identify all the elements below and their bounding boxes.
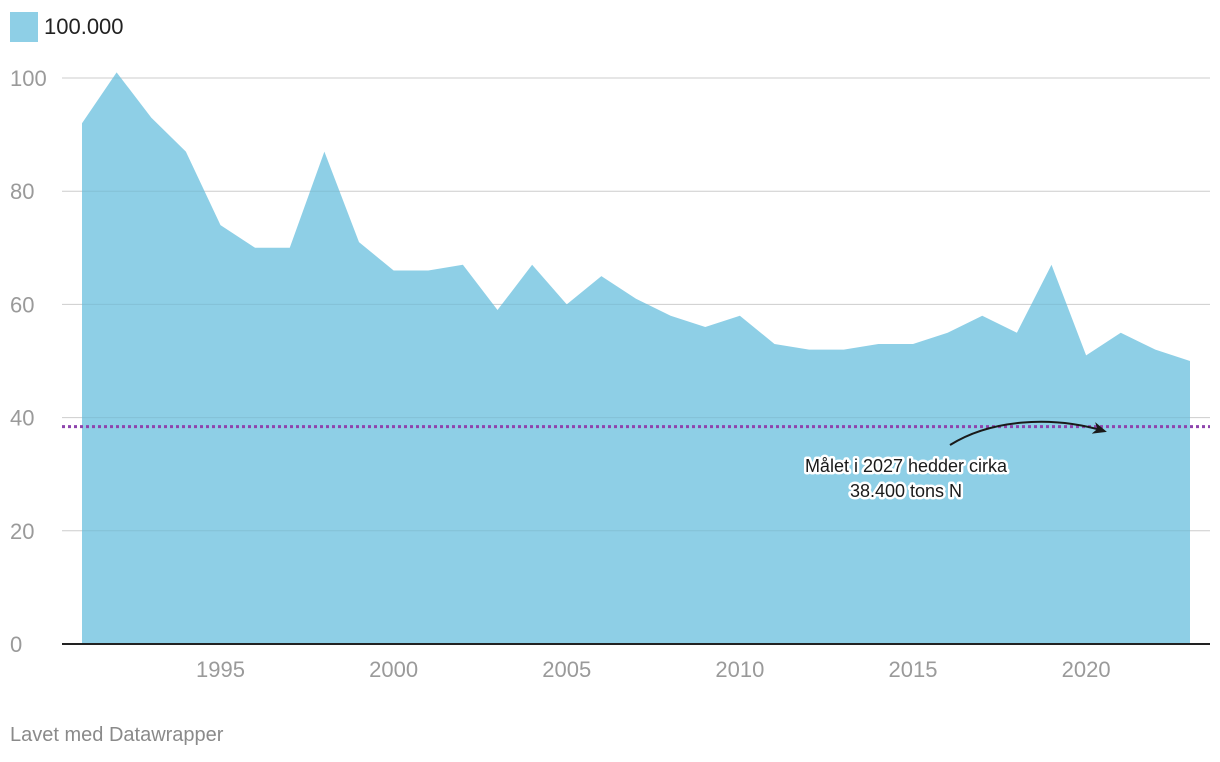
y-tick-label-20: 20 bbox=[10, 519, 34, 544]
area-series-0 bbox=[82, 72, 1190, 645]
annotation: Målet i 2027 hedder cirka 38.400 tons N bbox=[802, 420, 1107, 504]
y-tick-label-40: 40 bbox=[10, 406, 34, 431]
y-tick-label-100: 100 bbox=[10, 66, 47, 91]
x-tick-label-1995: 1995 bbox=[196, 657, 245, 682]
legend-swatch bbox=[10, 12, 38, 42]
y-tick-label-0: 0 bbox=[10, 632, 22, 657]
area-series bbox=[62, 72, 1210, 645]
annotation-text-line-2: 38.400 tons N bbox=[850, 481, 962, 501]
annotation-text-line-1: Målet i 2027 hedder cirka bbox=[805, 456, 1008, 476]
y-tick-label-80: 80 bbox=[10, 179, 34, 204]
x-tick-label-2005: 2005 bbox=[542, 657, 591, 682]
footer-credit: Lavet med Datawrapper bbox=[10, 724, 224, 746]
y-tick-label-60: 60 bbox=[10, 292, 34, 317]
x-tick-label-2020: 2020 bbox=[1062, 657, 1111, 682]
legend: 100.000 bbox=[10, 12, 124, 42]
x-axis-ticks: 1995 2000 2005 2010 2015 2020 bbox=[196, 657, 1111, 682]
area-chart: 0 20 40 60 80 100 1995 2000 2005 2010 2015 2020 Må… bbox=[10, 66, 1210, 682]
x-tick-label-2010: 2010 bbox=[715, 657, 764, 682]
annotation-arrow bbox=[949, 420, 1107, 446]
legend-label: 100.000 bbox=[44, 14, 124, 39]
x-tick-label-2015: 2015 bbox=[889, 657, 938, 682]
x-tick-label-2000: 2000 bbox=[369, 657, 418, 682]
y-axis-ticks: 0 20 40 60 80 100 bbox=[10, 66, 47, 657]
